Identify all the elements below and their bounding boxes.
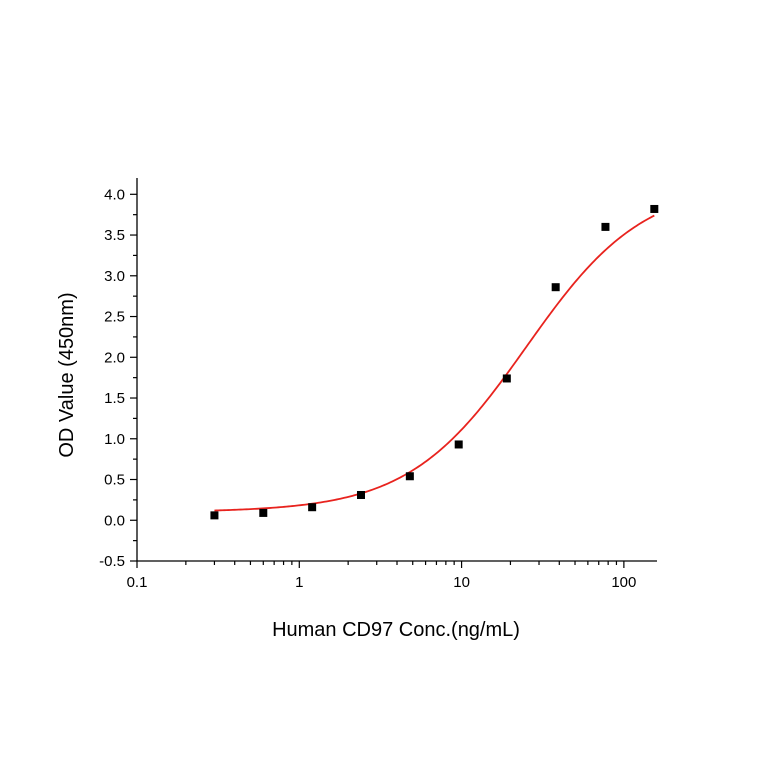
- x-tick-label: 1: [295, 574, 303, 591]
- y-tick-label: 3.5: [104, 227, 125, 244]
- x-tick-label: 100: [611, 574, 636, 591]
- data-point: [454, 440, 463, 449]
- data-point: [308, 503, 317, 512]
- x-tick-label: 0.1: [127, 574, 148, 591]
- data-point: [551, 283, 560, 292]
- data-point: [210, 511, 219, 520]
- y-axis-title: OD Value (450nm): [56, 292, 78, 457]
- axes: [136, 178, 657, 562]
- data-point: [259, 508, 268, 517]
- x-axis-title: Human CD97 Conc.(ng/mL): [272, 619, 520, 641]
- y-tick-label: 0.5: [104, 472, 125, 489]
- x-ticks: 0.1 1 10 100: [127, 561, 636, 591]
- fit-curve: [214, 214, 655, 512]
- x-tick-label: 10: [453, 574, 470, 591]
- y-tick-label: 0.0: [104, 512, 125, 529]
- y-tick-label: -0.5: [99, 553, 125, 570]
- data-point: [601, 222, 610, 231]
- y-tick-label: 3.0: [104, 268, 125, 285]
- data-point: [405, 472, 414, 481]
- y-tick-label: 4.0: [104, 186, 125, 203]
- y-tick-label: 1.5: [104, 390, 125, 407]
- data-point: [356, 490, 365, 499]
- y-tick-label: 1.0: [104, 431, 125, 448]
- data-point: [650, 204, 659, 213]
- y-ticks: -0.5 0.0 0.5 1.0 1.5 2.0 2.5 3.0 3.5 4.0: [99, 186, 137, 570]
- axis-lines: [136, 178, 657, 562]
- data-points: [210, 204, 659, 520]
- y-tick-label: 2.0: [104, 349, 125, 366]
- y-tick-label: 2.5: [104, 309, 125, 326]
- data-point: [502, 374, 511, 383]
